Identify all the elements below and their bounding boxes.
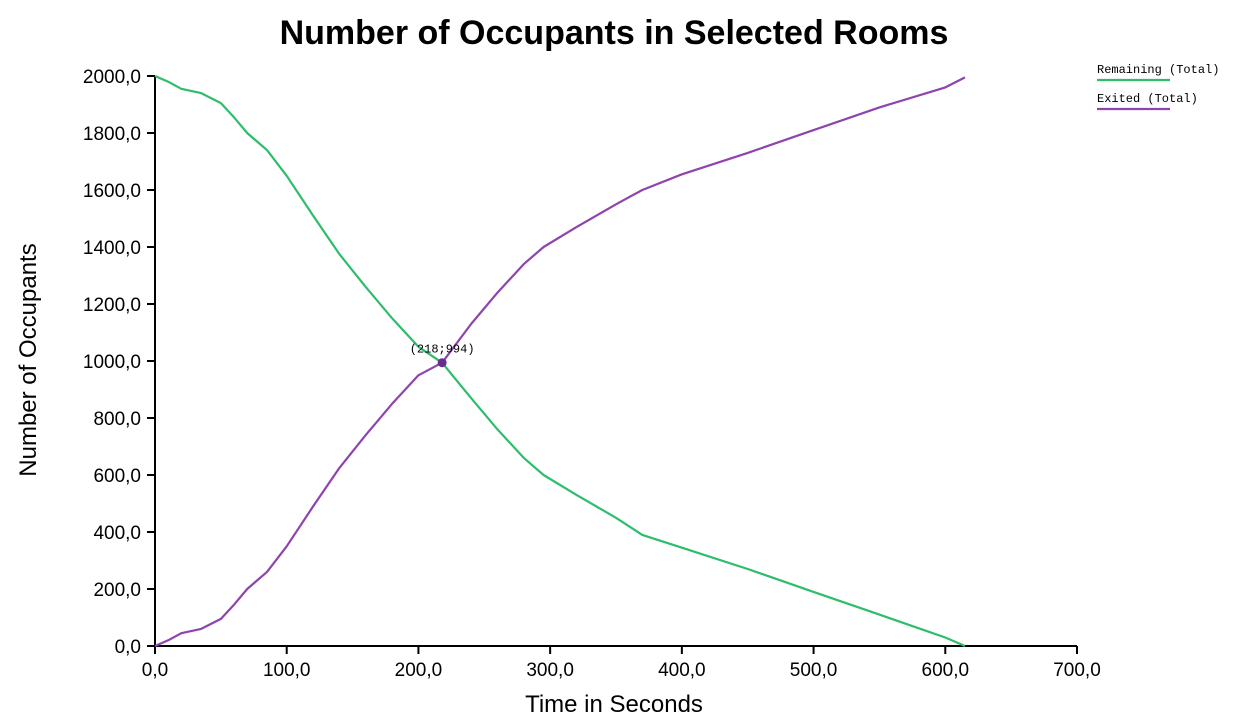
- x-tick-label: 700,0: [1053, 660, 1101, 681]
- x-tick-label: 600,0: [922, 660, 970, 681]
- intersection-label: (218;994): [410, 343, 475, 357]
- y-tick-label: 1800,0: [83, 124, 141, 145]
- chart-title: Number of Occupants in Selected Rooms: [280, 14, 949, 52]
- y-tick-label: 1600,0: [83, 181, 141, 202]
- tick-marks: 0,0 100,0 200,0 300,0 400,0 500,0 600,0 700,0 0,…: [83, 67, 1101, 681]
- y-tick-label: 2000,0: [83, 67, 141, 88]
- y-tick-label: 1200,0: [83, 295, 141, 316]
- x-tick-label: 300,0: [526, 660, 574, 681]
- intersection-marker: [437, 358, 447, 368]
- y-tick-label: 1000,0: [83, 352, 141, 373]
- y-axis-label: Number of Occupants: [15, 243, 42, 476]
- y-tick-label: 0,0: [115, 637, 141, 658]
- y-tick-label: 400,0: [93, 523, 141, 544]
- x-tick-label: 400,0: [658, 660, 706, 681]
- legend-label: Exited (Total): [1097, 92, 1198, 106]
- y-tick-label: 1400,0: [83, 238, 141, 259]
- x-tick-label: 0,0: [142, 660, 168, 681]
- x-tick-label: 100,0: [263, 660, 311, 681]
- x-tick-label: 200,0: [395, 660, 443, 681]
- x-tick-label: 500,0: [790, 660, 838, 681]
- series-line-exited: [154, 76, 966, 648]
- axes: [154, 76, 1077, 647]
- series-line-remaining: [154, 74, 966, 648]
- y-tick-label: 600,0: [93, 466, 141, 487]
- series-layer: [154, 74, 966, 648]
- y-tick-label: 200,0: [93, 580, 141, 601]
- legend: Remaining (Total) Exited (Total): [1097, 63, 1219, 111]
- y-tick-label: 800,0: [93, 409, 141, 430]
- x-axis-label: Time in Seconds: [525, 691, 703, 717]
- legend-label: Remaining (Total): [1097, 63, 1219, 77]
- annotation-layer: (218;994): [410, 343, 475, 368]
